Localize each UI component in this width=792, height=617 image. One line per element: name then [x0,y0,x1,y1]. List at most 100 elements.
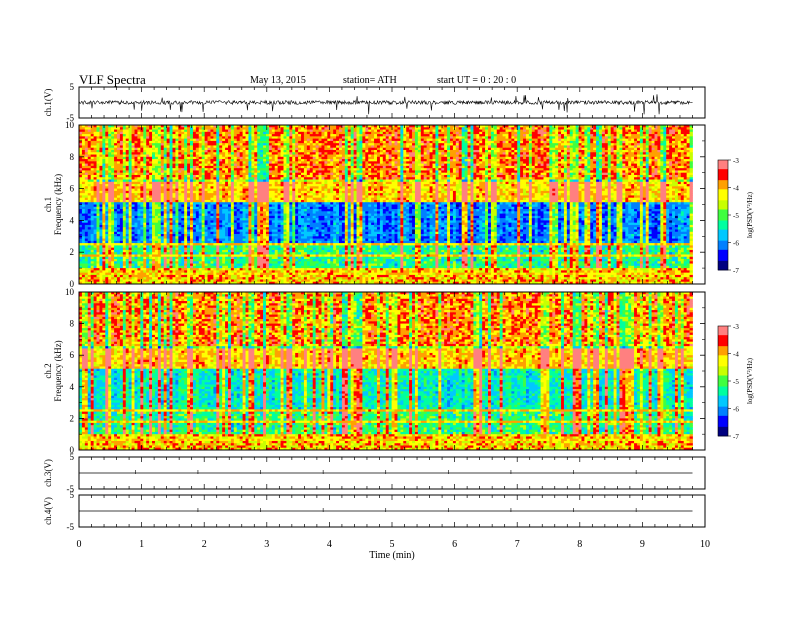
spectrogram-cell [135,141,138,144]
spectrogram-cell [321,136,324,139]
spectrogram-cell [395,134,398,137]
spectrogram-cell [228,136,231,139]
spectrogram-cell [140,130,143,133]
spectrogram-cell [678,136,681,139]
spectrogram-cell [476,139,479,142]
spectrogram-cell [91,141,94,144]
spectrogram-cell [99,130,102,133]
spectrogram-cell [307,132,310,135]
spectrogram-cell [321,130,324,133]
spectrogram-cell [576,134,579,137]
spectrogram-cell [237,143,240,146]
spectrogram-cell [170,134,173,137]
spectrogram-cell [576,130,579,133]
spectrogram-cell [403,136,406,139]
spectrogram-cell [418,139,421,142]
spectrogram-cell [359,136,362,139]
spectrogram-cell [646,127,649,130]
spectrogram-cell [453,136,456,139]
spectrogram-cell [260,136,263,139]
spectrogram-cell [593,139,596,142]
spectrogram-cell [368,127,371,130]
spectrogram-cell [105,136,108,139]
spectrogram-cell [634,141,637,144]
spectrogram-cell [447,130,450,133]
spectrogram-cell [380,139,383,142]
spectrogram-cell [482,143,485,146]
spectrogram-cell [205,134,208,137]
spectrogram-cell [628,130,631,133]
spectrogram-cell [251,139,254,142]
spectrogram-cell [672,136,675,139]
spectrogram-cell [543,139,546,142]
spectrogram-cell [397,143,400,146]
spectrogram-cell [102,141,105,144]
spectrogram-cell [389,143,392,146]
spectrogram-cell [333,143,336,146]
spectrogram-cell [681,134,684,137]
spectrogram-cell [605,127,608,130]
spectrogram-cell [468,132,471,135]
spectrogram-cell [298,127,301,130]
spectrogram-cell [351,139,354,142]
spectrogram-cell [187,132,190,135]
spectrogram-cell [494,141,497,144]
spectrogram-cell [167,127,170,130]
spectrogram-cell [345,139,348,142]
spectrogram-cell [617,130,620,133]
spectrogram-cell [561,130,564,133]
spectrogram-cell [535,132,538,135]
spectrogram-cell [643,134,646,137]
spectrogram-cell [310,132,313,135]
spectrogram-cell [120,134,123,137]
spectrogram-cell [120,143,123,146]
spectrogram-cell [228,141,231,144]
spectrogram-cell [473,136,476,139]
spectrogram-cell [155,139,158,142]
spectrogram-cell [117,136,120,139]
spectrogram-cell [421,143,424,146]
spectrogram-cell [365,130,368,133]
spectrogram-cell [286,132,289,135]
spectrogram-cell [424,139,427,142]
spectrogram-cell [374,130,377,133]
spectrogram-cell [491,136,494,139]
spectrogram-cell [421,127,424,130]
spectrogram-cell [450,127,453,130]
spectrogram-cell [479,130,482,133]
spectrogram-cell [646,134,649,137]
spectrogram-cell [161,127,164,130]
spectrogram-cell [517,132,520,135]
spectrogram-cell [681,127,684,130]
spectrogram-cell [281,134,284,137]
spectrogram-cell [266,132,269,135]
spectrogram-cell [517,136,520,139]
spectrogram-cell [336,136,339,139]
spectrogram-cell [570,134,573,137]
spectrogram-cell [158,141,161,144]
spectrogram-cell [476,127,479,130]
spectrogram-cell [532,141,535,144]
spectrogram-cell [415,143,418,146]
spectrogram-cell [234,130,237,133]
spectrogram-cell [424,141,427,144]
spectrogram-cell [219,132,222,135]
spectrogram-cell [397,141,400,144]
spectrogram-cell [614,134,617,137]
spectrogram-cell [432,132,435,135]
spectrogram-cell [567,139,570,142]
spectrogram-cell [669,130,672,133]
spectrogram-cell [263,127,266,130]
spectrogram-cell [596,141,599,144]
spectrogram-cell [517,141,520,144]
spectrogram-cell [292,130,295,133]
spectrogram-cell [143,139,146,142]
spectrogram-cell [581,139,584,142]
spectrogram-cell [552,132,555,135]
spectrogram-cell [611,130,614,133]
spectrogram-cell [105,130,108,133]
spectrogram-cell [675,136,678,139]
spectrogram-cell [581,134,584,137]
spectrogram-cell [631,141,634,144]
spectrogram-cell [357,143,360,146]
